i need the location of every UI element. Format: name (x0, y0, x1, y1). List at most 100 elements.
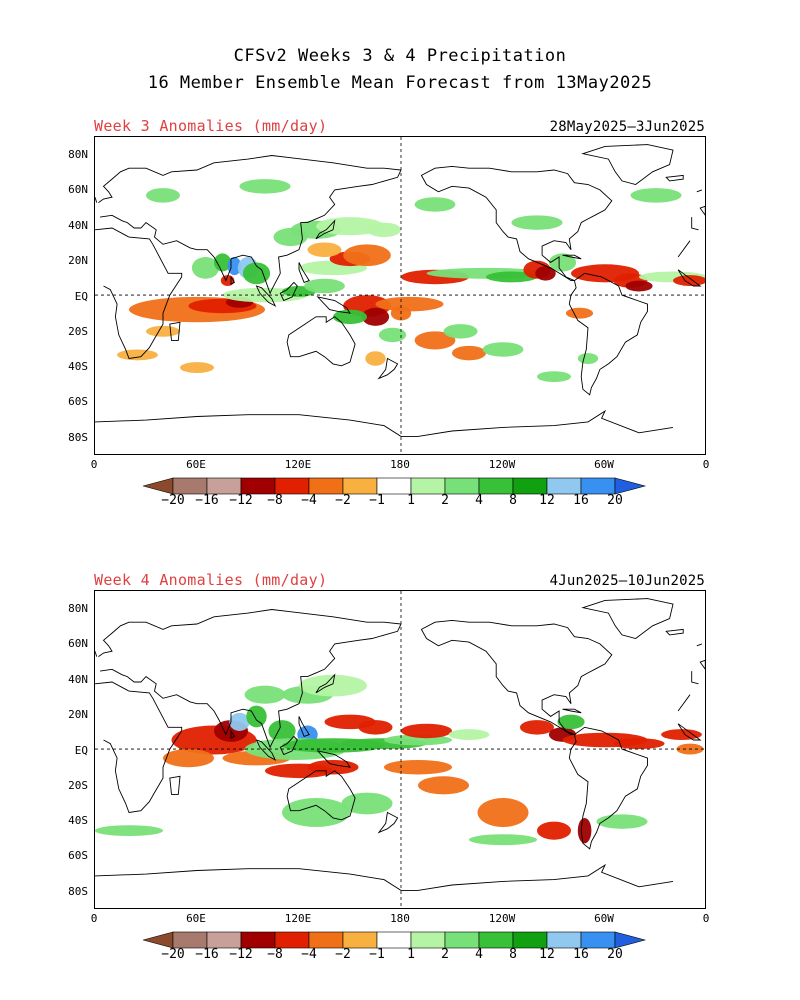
lat-label: 80S (68, 885, 88, 898)
lat-label: 20S (68, 779, 88, 792)
anomaly-region (661, 729, 702, 740)
lat-label: 20N (68, 708, 88, 721)
anomaly-region (358, 720, 393, 735)
lat-label: 40S (68, 360, 88, 373)
coastline (169, 775, 181, 795)
colorbar-cell (376, 477, 412, 495)
colorbar-cell (308, 931, 344, 949)
coastline (286, 316, 356, 367)
anomaly-region (333, 309, 367, 325)
anomaly-region (414, 331, 456, 350)
coastline (279, 735, 298, 756)
colorbar-cell (512, 477, 548, 495)
coastline (95, 863, 674, 891)
colorbar-tick-label: 1 (407, 493, 415, 508)
colorbar-cell (206, 477, 242, 495)
colorbar-tick-label: 16 (573, 947, 589, 962)
anomaly-region (146, 188, 180, 203)
coastline (315, 219, 336, 240)
anomaly-region (365, 351, 386, 366)
coastline (298, 716, 310, 737)
lon-label: 180 (390, 458, 410, 471)
anomaly-region (214, 253, 231, 272)
colorbar-cell (444, 477, 480, 495)
coastline (95, 227, 702, 359)
colorbar-left-arrow (143, 931, 174, 949)
coastline (255, 285, 277, 307)
anomaly-region (613, 738, 665, 750)
coastline (562, 708, 582, 714)
lat-label: 60N (68, 183, 88, 196)
coastline (562, 254, 582, 260)
anomaly-region (565, 307, 594, 319)
anomaly-region (537, 371, 571, 383)
coastline (286, 770, 356, 821)
anomaly-region (375, 296, 444, 312)
colorbar-tick-label: 1 (407, 947, 415, 962)
lon-label: 120W (488, 912, 516, 925)
colorbar-cell (410, 931, 446, 949)
week4-map (94, 590, 706, 909)
anomaly-region (401, 723, 452, 739)
colorbar-cell (546, 477, 582, 495)
coastline (568, 272, 648, 396)
lat-label: EQ (74, 290, 88, 303)
colorbar-tick-label: 4 (475, 493, 483, 508)
colorbar-tick-label: −2 (335, 947, 351, 962)
lat-label: 20S (68, 325, 88, 338)
colorbar-cell (478, 477, 514, 495)
anomaly-region (242, 262, 271, 285)
anomaly-region (443, 324, 478, 339)
anomaly-region (361, 307, 390, 326)
anomaly-region (180, 362, 214, 373)
colorbar-cell (172, 477, 208, 495)
lat-label: 40N (68, 673, 88, 686)
anomaly-region (146, 325, 180, 337)
colorbar-tick-label: 20 (607, 947, 623, 962)
colorbar-tick-label: −1 (369, 493, 385, 508)
colorbar-tick-label: −8 (267, 493, 283, 508)
anomaly-region (673, 275, 705, 286)
colorbar-cell (308, 477, 344, 495)
coastline (581, 144, 674, 185)
colorbar-cell (478, 931, 514, 949)
lon-label: 180 (390, 912, 410, 925)
anomaly-region (304, 278, 345, 294)
colorbar-cell (240, 931, 276, 949)
anomaly-region (511, 215, 563, 230)
week3-date-range: 28May2025—3Jun2025 (549, 119, 705, 135)
anomaly-region (95, 825, 163, 837)
colorbar-tick-label: 16 (573, 493, 589, 508)
anomaly-region (482, 342, 524, 357)
anomaly-region (535, 266, 556, 281)
week4-colorbar: −20 −16 −12 −8 −4 −2 −1 1 2 4 8 12 16 20 (143, 930, 659, 970)
anomaly-region (414, 197, 456, 212)
coastline (95, 681, 702, 813)
colorbar-cell (240, 477, 276, 495)
colorbar-tick-label: 4 (475, 947, 483, 962)
colorbar-cell (172, 931, 208, 949)
anomaly-region (367, 222, 401, 238)
coastline (377, 811, 399, 834)
lat-label: 40N (68, 219, 88, 232)
lon-label: 0 (90, 912, 98, 925)
anomaly-region (557, 714, 585, 730)
anomaly-region (378, 327, 407, 343)
colorbar-tick-label: 2 (441, 947, 449, 962)
lat-label: 60S (68, 849, 88, 862)
colorbar-cell (444, 931, 480, 949)
colorbar-tick-label: −16 (195, 493, 219, 508)
colorbar-tick-label: 2 (441, 493, 449, 508)
coastline (316, 750, 351, 768)
colorbar-tick-label: 8 (509, 947, 517, 962)
lat-label: 40S (68, 814, 88, 827)
anomaly-region (596, 814, 648, 829)
colorbar-cell (580, 931, 616, 949)
anomaly-region (244, 685, 286, 704)
colorbar-right-arrow (614, 931, 647, 949)
lat-label: 60S (68, 395, 88, 408)
coastline (95, 189, 703, 203)
anomaly-region (117, 349, 158, 361)
colorbar-right-arrow (614, 477, 647, 495)
coastline (377, 357, 399, 380)
